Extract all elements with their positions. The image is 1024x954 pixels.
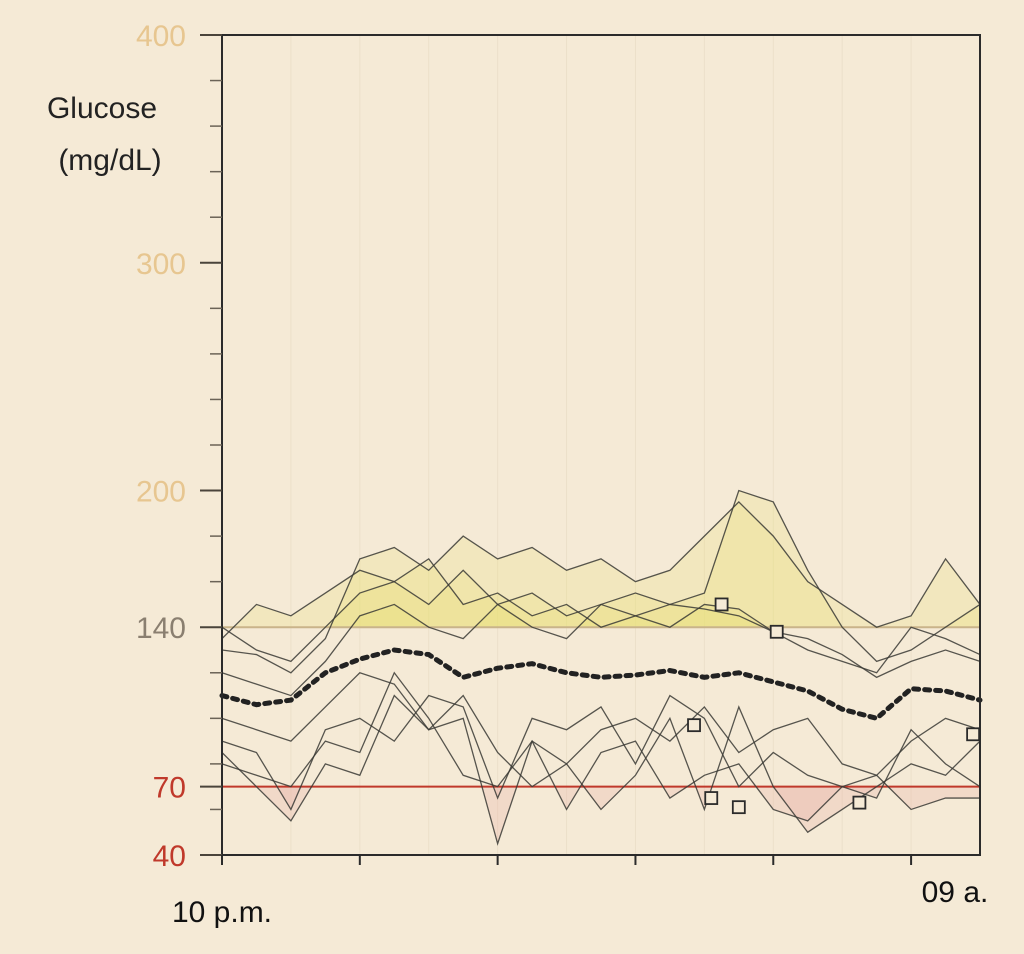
vertical-grid <box>290 35 912 855</box>
y-tick-label: 300 <box>136 248 186 281</box>
glucose-trace <box>221 671 980 822</box>
glucose-trace <box>221 489 981 663</box>
y-tick-label: 70 <box>153 772 186 805</box>
y-axis-label-line1: Glucose <box>47 92 157 125</box>
data-marker <box>769 624 784 639</box>
data-marker <box>714 597 729 612</box>
x-axis <box>221 855 913 865</box>
y-tick-label: 400 <box>136 20 186 53</box>
y-tick-label: 40 <box>153 840 186 873</box>
high-area <box>222 570 980 628</box>
y-tick-label: 140 <box>136 612 186 645</box>
high-area <box>222 501 980 628</box>
median-line <box>219 647 983 722</box>
low-area <box>222 786 980 821</box>
glucose-trace <box>221 569 981 679</box>
low-area <box>222 786 980 844</box>
glucose-trace <box>221 694 981 846</box>
glucose-traces <box>221 489 981 846</box>
y-tick-label: 200 <box>136 476 186 509</box>
data-marker <box>687 718 701 733</box>
low-area <box>222 491 980 787</box>
data-marker <box>704 791 719 805</box>
data-marker <box>852 795 867 810</box>
glucose-trace <box>221 672 981 788</box>
high-area <box>222 627 980 843</box>
glucose-trace <box>221 694 981 811</box>
low-area <box>222 786 980 810</box>
high-area <box>222 593 980 628</box>
glucose-trace <box>221 501 981 674</box>
x-tick-label-end: 09 a. <box>922 876 989 909</box>
high-area <box>222 627 980 809</box>
y-axis-label-line2: (mg/dL) <box>58 144 161 177</box>
plot-frame <box>221 34 981 856</box>
data-marker <box>731 800 746 815</box>
data-marker <box>966 727 981 742</box>
y-axis: 400 300 200 140 70 40 <box>136 20 222 873</box>
x-tick-label-start: 10 p.m. <box>172 896 272 929</box>
